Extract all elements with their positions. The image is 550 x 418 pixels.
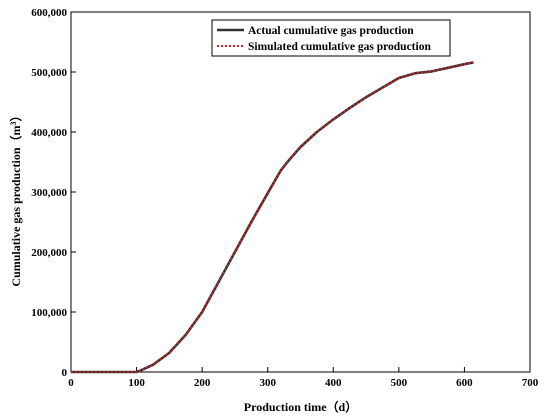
series-line-simulated [71,61,474,373]
legend-box [211,19,451,57]
x-tick-label: 300 [259,377,276,389]
x-tick-label: 200 [194,377,211,389]
y-axis-title: Cumulative gas production（m3） [8,109,23,286]
y-tick-label: 600,000 [31,7,67,19]
y-axis-ticks: 0 100,000 200,000 300,000 400,000 500,000 600,… [31,7,76,379]
y-tick-label: 500,000 [31,67,67,79]
y-tick-label: 300,000 [31,187,67,199]
x-tick-label: 700 [522,377,539,389]
series-line-actual [71,61,474,374]
y-tick-label: 200,000 [31,247,67,259]
legend-label-simulated: Simulated cumulative gas production [248,41,431,53]
x-tick-label: 400 [325,377,342,389]
y-axis-title-end: ） [8,109,23,121]
x-axis-ticks: 0 100 200 300 400 500 600 700 [68,367,539,389]
x-tick-label: 100 [128,377,145,389]
y-tick-label: 100,000 [31,307,67,319]
x-tick-label: 500 [391,377,408,389]
x-tick-label: 600 [456,377,473,389]
legend-label-actual: Actual cumulative gas production [248,25,414,37]
y-axis-title-superscript: 3 [9,121,18,125]
series-layer [71,61,474,374]
legend: Actual cumulative gas production Simulat… [211,19,451,57]
y-axis-title-main: Cumulative gas production（m [8,125,23,286]
y-tick-label: 400,000 [31,127,67,139]
y-tick-label: 0 [62,367,68,379]
x-axis-title: Production time（d） [244,399,357,414]
x-tick-label: 0 [68,377,74,389]
